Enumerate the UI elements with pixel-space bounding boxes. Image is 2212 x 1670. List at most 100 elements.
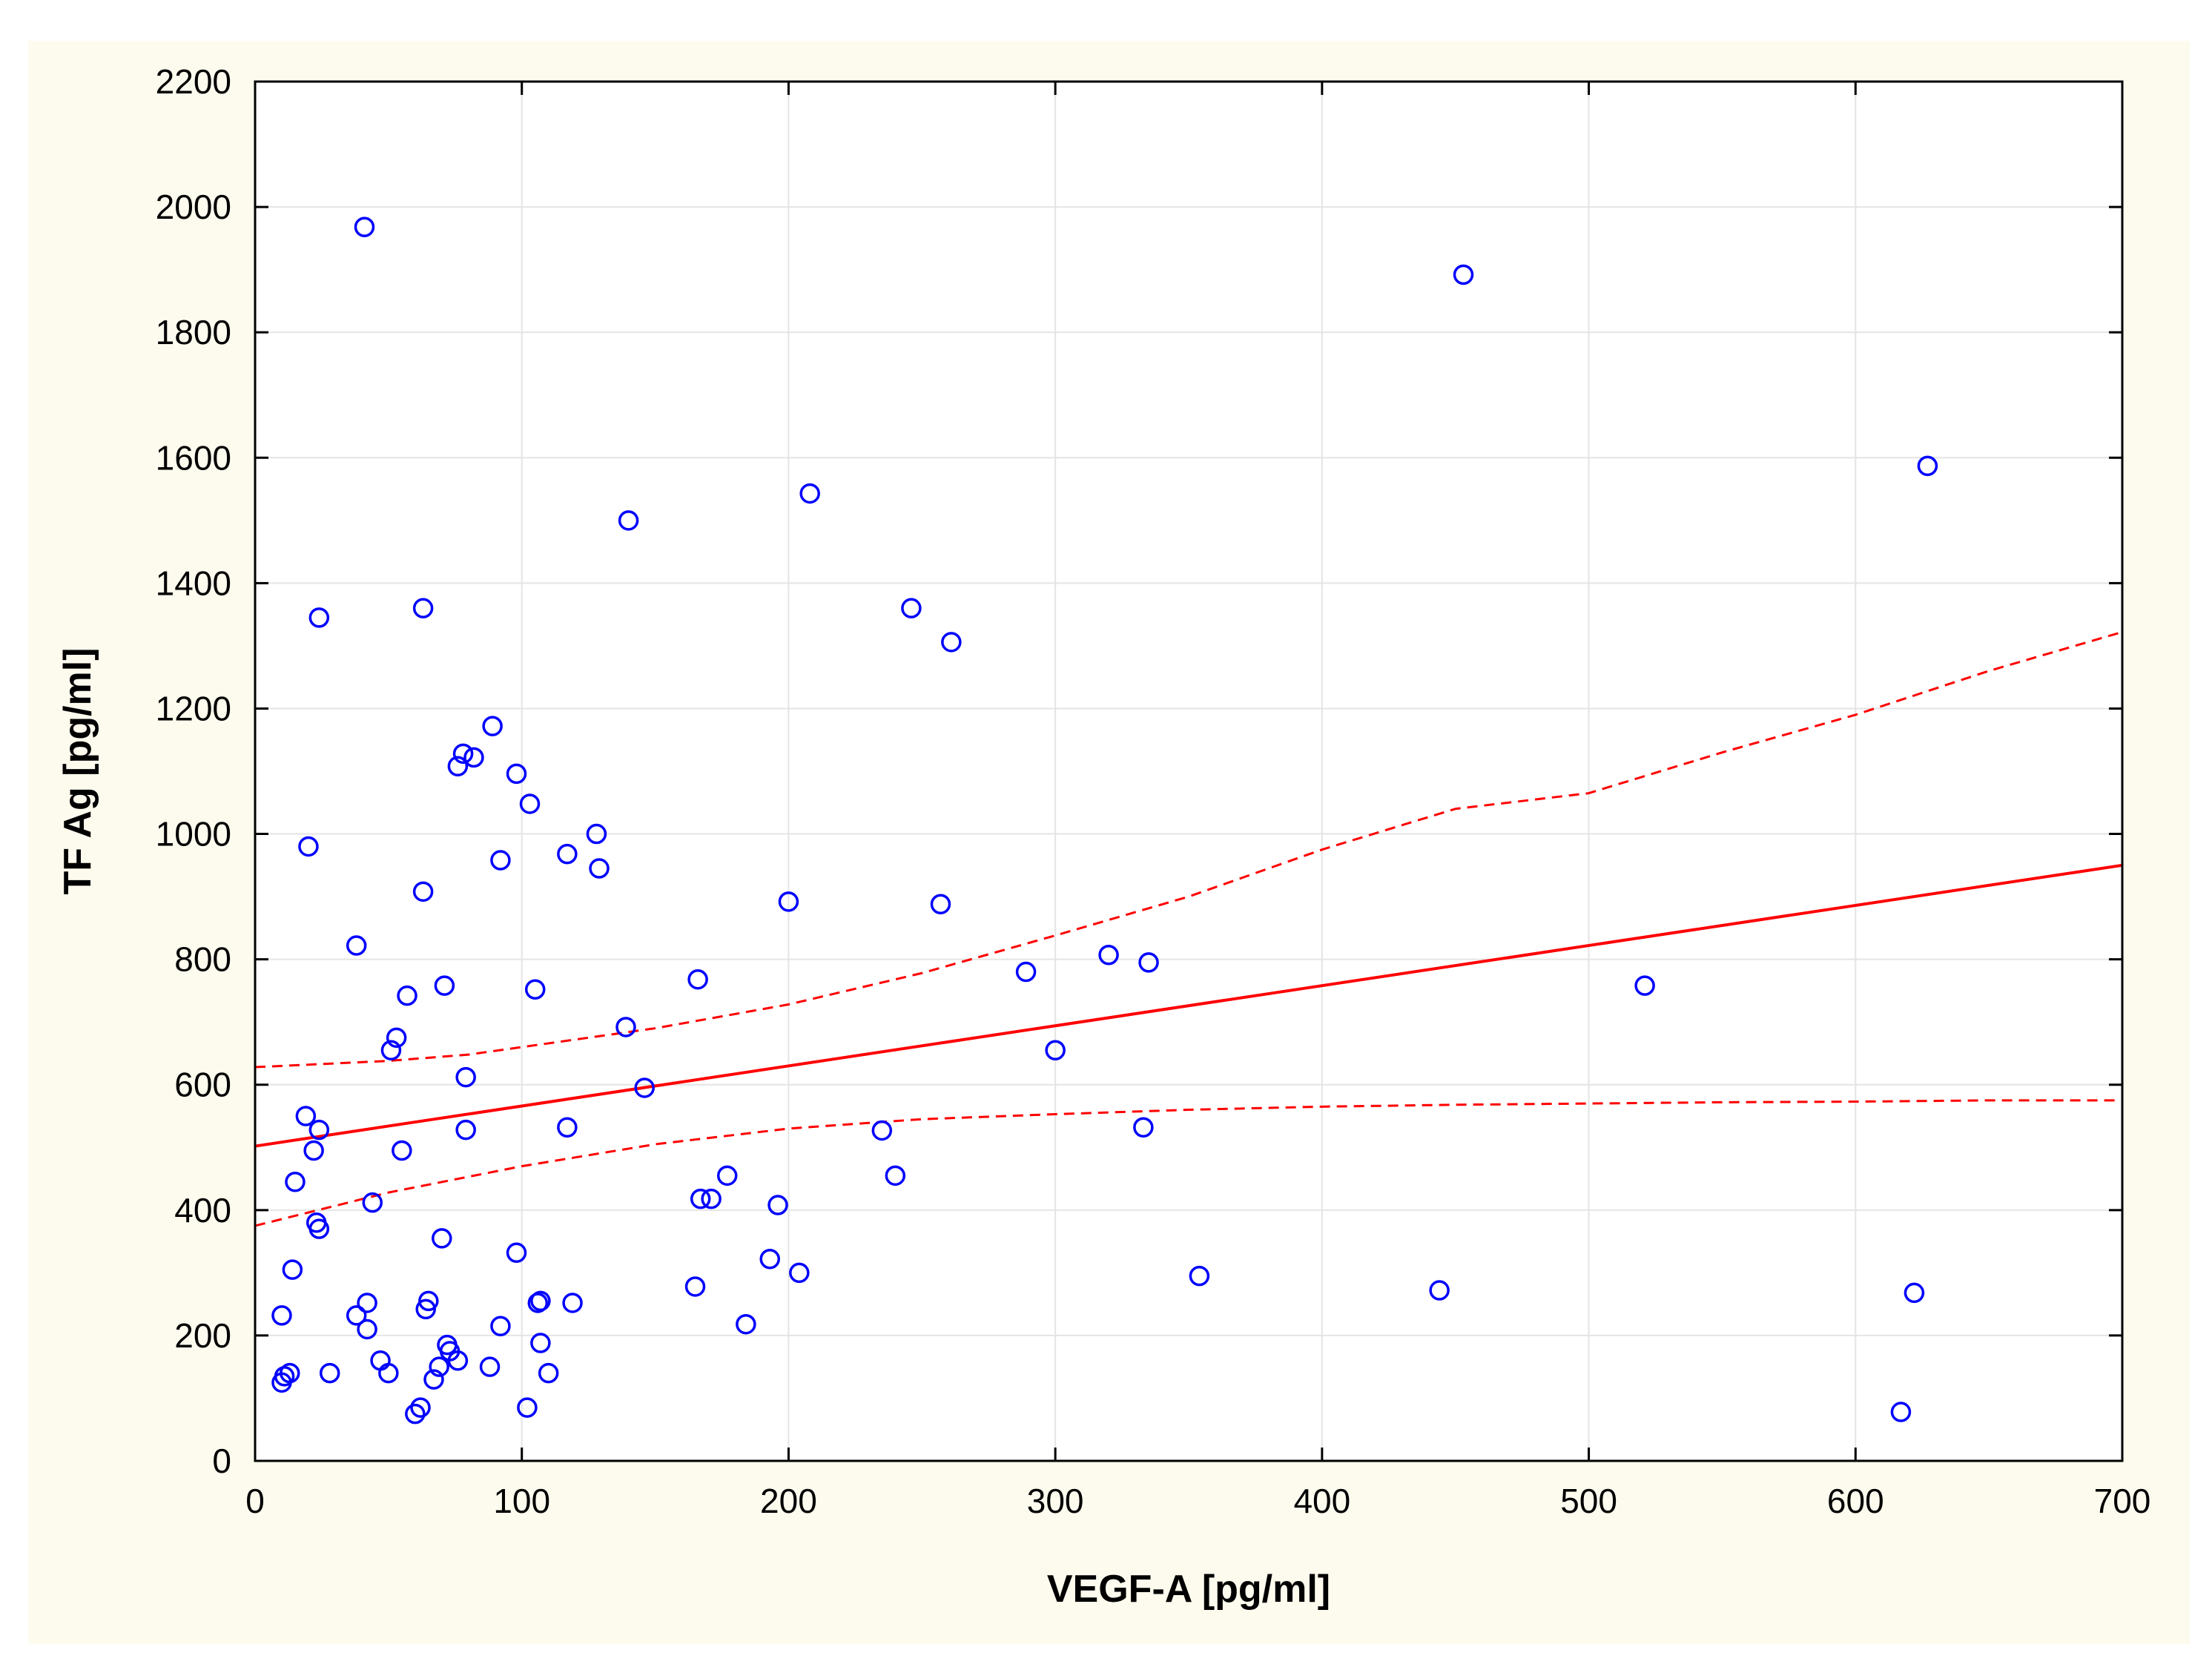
data-point <box>455 1119 476 1141</box>
data-point <box>490 850 511 871</box>
data-point <box>319 1362 340 1384</box>
data-point <box>410 1397 431 1418</box>
data-point <box>357 1293 377 1313</box>
data-point <box>1189 1265 1210 1287</box>
x-tick-label: 400 <box>1293 1482 1350 1520</box>
data-point <box>530 1290 551 1312</box>
data-point <box>1453 264 1474 286</box>
data-point <box>362 1192 383 1213</box>
data-point <box>1098 944 1119 966</box>
data-point <box>1890 1402 1912 1422</box>
data-point <box>687 968 708 990</box>
plot-area <box>255 82 2122 1461</box>
data-point <box>455 1066 476 1088</box>
data-point <box>690 1188 711 1209</box>
data-point <box>303 1140 324 1161</box>
data-point <box>434 975 455 996</box>
data-point <box>789 1262 810 1284</box>
data-point <box>482 716 503 736</box>
data-point <box>1138 952 1159 973</box>
data-point <box>799 483 820 504</box>
plot-border <box>254 80 2124 1462</box>
y-tick-label: 2000 <box>156 188 231 226</box>
y-tick-label: 1400 <box>156 564 231 602</box>
data-point <box>415 1298 436 1320</box>
data-point <box>285 1172 306 1192</box>
ci-lower-line <box>254 1099 2122 1227</box>
y-tick-label: 200 <box>174 1316 231 1355</box>
y-tick-label: 1200 <box>156 689 231 727</box>
confidence-bands <box>254 630 2123 1227</box>
data-point <box>308 1119 330 1141</box>
data-point <box>1634 975 1655 996</box>
data-point <box>397 985 417 1006</box>
data-point <box>308 607 330 628</box>
x-tick-label: 600 <box>1827 1482 1884 1520</box>
data-point <box>1015 961 1037 983</box>
data-point <box>386 1027 407 1049</box>
data-point <box>524 979 546 1000</box>
data-point <box>429 1356 449 1377</box>
data-point <box>1429 1280 1450 1301</box>
data-points <box>271 217 1938 1425</box>
data-point <box>615 1017 636 1037</box>
x-axis-title: VEGF-A [pg/ml] <box>1047 1568 1330 1611</box>
data-point <box>519 793 541 814</box>
data-point <box>557 843 578 865</box>
y-tick-label: 600 <box>174 1066 231 1104</box>
axes: 0 100 200 300 400 500 600 700 0 200 400 600 800 1000 1… <box>156 62 2151 1520</box>
data-point <box>412 881 434 902</box>
data-point <box>432 1228 452 1249</box>
data-point <box>562 1293 583 1313</box>
regression-line-group <box>254 863 2123 1148</box>
data-point <box>282 1259 303 1280</box>
y-tick-label: 1600 <box>156 438 231 477</box>
data-point <box>346 1305 367 1326</box>
data-point <box>538 1362 559 1384</box>
data-point <box>357 1318 377 1340</box>
data-point <box>885 1165 906 1187</box>
data-point <box>447 1350 469 1371</box>
data-point <box>701 1188 722 1209</box>
data-point <box>1133 1117 1154 1138</box>
data-point <box>1917 455 1938 477</box>
grid <box>255 82 2122 1461</box>
x-tick-label: 200 <box>760 1482 817 1520</box>
data-point <box>530 1333 551 1353</box>
x-tick-label: 300 <box>1027 1482 1084 1520</box>
data-point <box>298 836 319 857</box>
data-point <box>634 1077 655 1098</box>
y-tick-label: 1000 <box>156 815 231 854</box>
data-point <box>778 891 799 912</box>
x-tick-label: 700 <box>2094 1482 2151 1520</box>
data-point <box>736 1313 756 1335</box>
data-point <box>871 1120 893 1141</box>
data-point <box>684 1276 706 1297</box>
data-point <box>557 1117 578 1138</box>
y-tick-label: 800 <box>174 940 231 979</box>
data-point <box>479 1356 501 1377</box>
data-point <box>506 763 527 785</box>
data-point <box>463 747 484 768</box>
data-point <box>767 1195 788 1215</box>
x-tick-label: 100 <box>493 1482 550 1520</box>
y-tick-label: 1800 <box>156 313 231 352</box>
data-point <box>271 1305 292 1326</box>
data-point <box>901 598 922 618</box>
data-point <box>412 598 434 618</box>
data-point <box>506 1242 527 1264</box>
data-point <box>618 510 639 531</box>
y-tick-label: 400 <box>174 1191 231 1230</box>
data-point <box>380 1040 402 1060</box>
data-point <box>418 1290 439 1312</box>
data-point <box>378 1362 399 1384</box>
data-point <box>941 632 962 653</box>
data-point <box>392 1140 412 1161</box>
y-tick-label: 2200 <box>156 62 231 101</box>
data-point <box>586 823 607 845</box>
regression-line <box>254 863 2123 1148</box>
data-point <box>517 1397 538 1418</box>
data-point <box>1904 1282 1925 1304</box>
data-point <box>452 743 474 765</box>
